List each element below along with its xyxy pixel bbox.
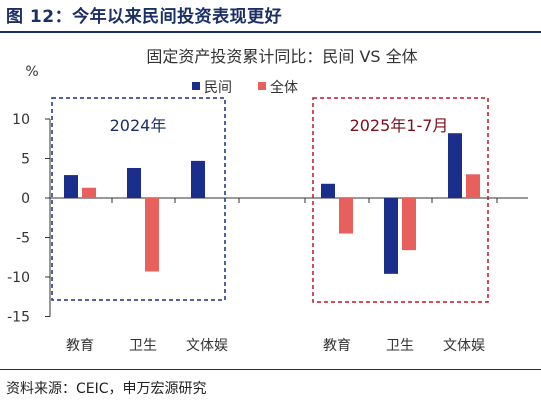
footer-rule	[0, 369, 541, 370]
legend-label: 全体	[270, 79, 298, 96]
legend-label: 民间	[204, 80, 232, 96]
period-label: 2024年	[110, 116, 167, 135]
y-tick-label: 10	[12, 112, 30, 128]
figure-title: 图 12：今年以来民间投资表现更好	[6, 7, 283, 27]
bar-total	[82, 187, 96, 198]
y-tick-label: -10	[7, 270, 30, 286]
y-tick-label: -5	[16, 231, 30, 247]
y-tick-label: -15	[7, 310, 30, 326]
y-tick-label: 0	[21, 191, 30, 207]
bar-total	[339, 198, 353, 234]
x-category-label: 文体娱	[443, 338, 485, 354]
x-category-label: 文体娱	[186, 338, 228, 354]
chart-title: 固定资产投资累计同比：民间 VS 全体	[146, 47, 417, 66]
x-category-label: 教育	[323, 338, 351, 354]
bar-private	[64, 175, 78, 198]
y-axis-unit: %	[25, 64, 38, 80]
bar-private	[127, 167, 141, 198]
period-box	[312, 97, 489, 303]
bar-private	[448, 133, 462, 198]
bar-total	[402, 198, 416, 251]
bar-total	[466, 174, 480, 198]
bar-private	[321, 183, 335, 198]
bar-private	[191, 160, 205, 198]
source-note: 资料来源：CEIC，申万宏源研究	[6, 381, 207, 397]
title-rule	[0, 31, 541, 33]
y-tick-label: 5	[21, 152, 30, 168]
bar-total	[145, 198, 159, 272]
x-category-label: 卫生	[129, 338, 157, 354]
period-label: 2025年1-7月	[350, 116, 449, 135]
legend-swatch	[192, 82, 200, 90]
period-box	[51, 97, 226, 301]
bar-private	[384, 198, 398, 274]
x-category-label: 卫生	[386, 338, 414, 354]
bar-chart: 固定资产投资累计同比：民间 VS 全体 % 10 5 0 -5 -10 -15 教育 卫生 文体…	[7, 47, 528, 354]
x-category-label: 教育	[66, 338, 94, 354]
legend-swatch	[258, 82, 266, 90]
